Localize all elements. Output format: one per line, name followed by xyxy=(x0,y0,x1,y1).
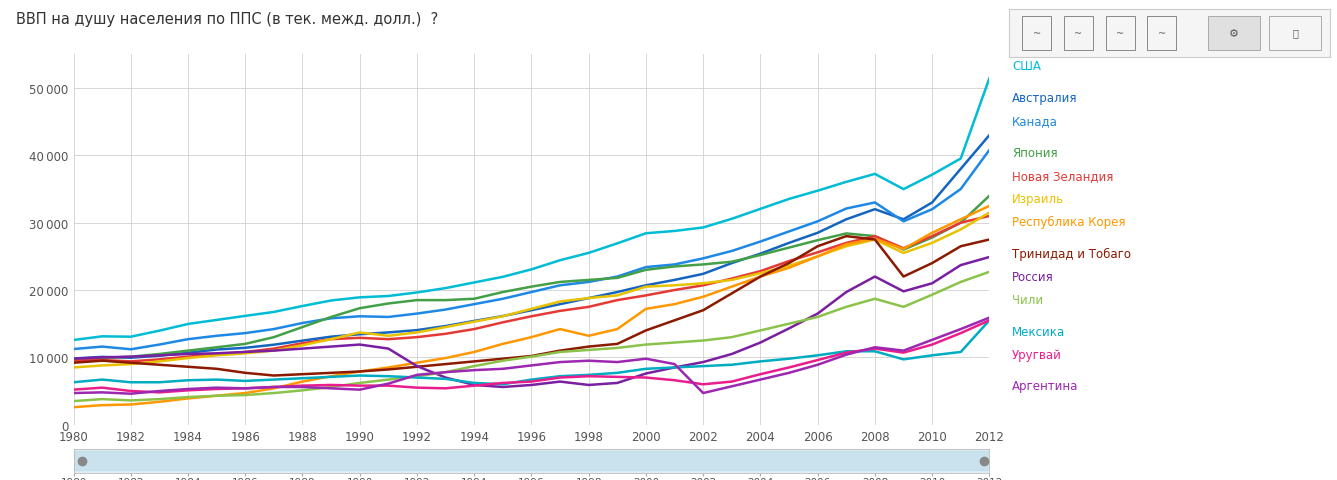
Text: Республика Корея: Республика Корея xyxy=(1012,216,1126,228)
Bar xyxy=(1064,17,1092,50)
Text: Аргентина: Аргентина xyxy=(1012,380,1079,393)
Text: ~: ~ xyxy=(1116,29,1124,38)
Text: Чили: Чили xyxy=(1012,293,1043,306)
Text: 🔗: 🔗 xyxy=(1292,29,1298,38)
Text: Уругвай: Уругвай xyxy=(1012,348,1062,361)
Text: Новая Зеландия: Новая Зеландия xyxy=(1012,169,1114,182)
Text: США: США xyxy=(1012,60,1042,73)
Bar xyxy=(1147,17,1177,50)
Text: Япония: Япония xyxy=(1012,146,1058,159)
Text: Австралия: Австралия xyxy=(1012,92,1078,105)
Bar xyxy=(1023,17,1051,50)
Bar xyxy=(1106,17,1135,50)
Text: ~: ~ xyxy=(1032,29,1040,38)
Bar xyxy=(1209,17,1259,50)
Text: ~: ~ xyxy=(1075,29,1083,38)
Text: Канада: Канада xyxy=(1012,115,1058,128)
Text: Россия: Россия xyxy=(1012,270,1054,283)
Text: ВВП на душу населения по ППС (в тек. межд. долл.)  ?: ВВП на душу населения по ППС (в тек. меж… xyxy=(16,12,439,27)
Text: Израиль: Израиль xyxy=(1012,192,1064,205)
Bar xyxy=(1269,17,1321,50)
Text: ~: ~ xyxy=(1158,29,1166,38)
Text: Мексика: Мексика xyxy=(1012,325,1066,338)
Text: ⚙: ⚙ xyxy=(1229,29,1239,38)
Bar xyxy=(74,451,989,470)
Text: Тринидад и Тобаго: Тринидад и Тобаго xyxy=(1012,247,1131,260)
